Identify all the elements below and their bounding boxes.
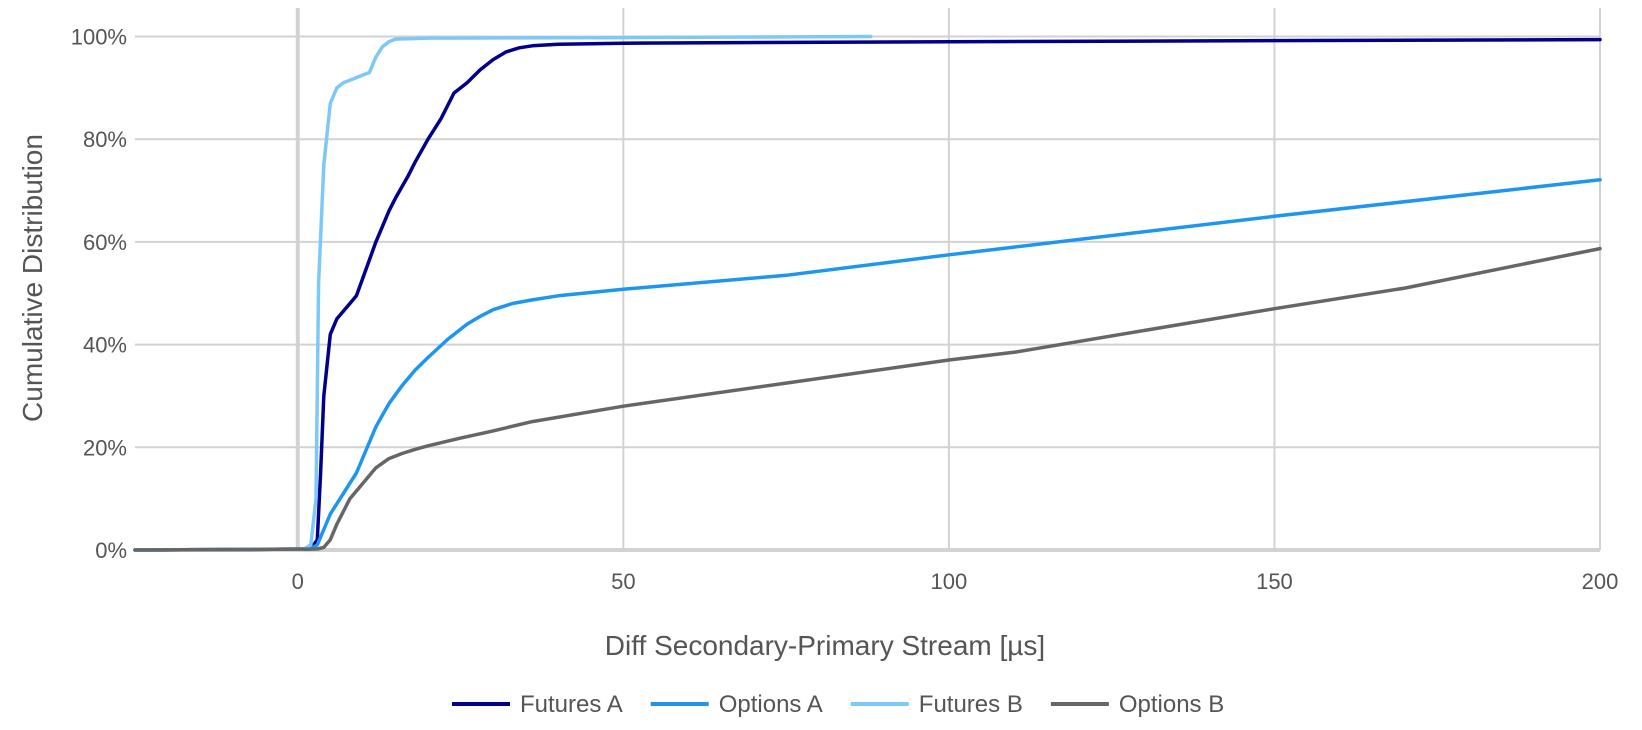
x-tick-label: 50 <box>611 569 635 594</box>
y-tick-label: 100% <box>71 25 127 50</box>
legend-label: Futures B <box>919 691 1023 718</box>
series-line-3 <box>133 246 1602 552</box>
series-line-2 <box>133 34 873 552</box>
series-lines <box>133 34 1602 552</box>
x-tick-label: 100 <box>931 569 968 594</box>
legend-label: Options B <box>1119 691 1224 718</box>
legend: Futures A Options A Futures B Options B <box>452 691 1224 718</box>
x-tick-label: 0 <box>292 569 304 594</box>
y-tick-label: 80% <box>83 127 127 152</box>
axes <box>135 8 1600 552</box>
series-line-1 <box>133 178 1602 552</box>
tick-labels: 0% 20% 40% 60% 80% 100% 0 50 100 150 200 <box>71 25 1619 594</box>
y-tick-label: 20% <box>83 435 127 460</box>
series-line-0 <box>133 37 1602 552</box>
grid <box>135 8 1601 551</box>
y-tick-label: 60% <box>83 230 127 255</box>
y-axis-title: Cumulative Distribution <box>17 134 48 422</box>
x-tick-label: 200 <box>1582 569 1619 594</box>
x-axis-title: Diff Secondary-Primary Stream [µs] <box>605 630 1045 661</box>
legend-label: Options A <box>719 691 823 718</box>
legend-item-3: Options B <box>1050 691 1224 718</box>
y-tick-label: 40% <box>83 333 127 358</box>
legend-item-1: Options A <box>650 691 823 718</box>
x-tick-label: 150 <box>1256 569 1293 594</box>
legend-label: Futures A <box>520 691 623 718</box>
legend-item-2: Futures B <box>850 691 1023 718</box>
legend-item-0: Futures A <box>452 691 623 718</box>
y-tick-label: 0% <box>95 538 127 563</box>
